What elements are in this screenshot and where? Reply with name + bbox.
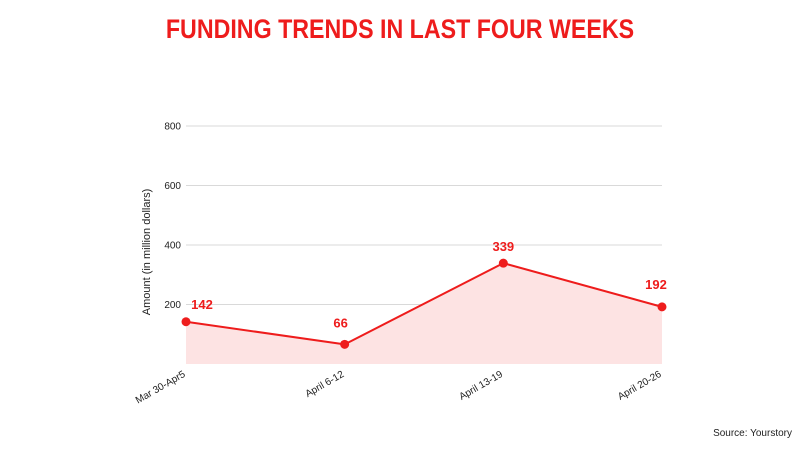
data-label: 339 <box>492 239 514 254</box>
data-labels: 142 66 339 192 <box>191 239 667 330</box>
x-tick-label: April 20-26 <box>616 369 664 403</box>
series-polyline <box>185 262 663 346</box>
y-tick-label: 200 <box>164 300 181 311</box>
gridlines <box>186 125 662 305</box>
data-point <box>657 302 667 312</box>
area-shape <box>186 263 662 364</box>
y-tick-label: 400 <box>164 241 181 252</box>
x-axis-ticks: Mar 30-Apr5 April 6-12 April 13-19 April 20… <box>134 369 664 407</box>
data-label: 192 <box>645 277 667 292</box>
data-label: 66 <box>333 315 347 330</box>
source-note: Source: Yourstory <box>713 428 792 439</box>
data-point <box>181 317 191 327</box>
y-tick-label: 800 <box>164 122 181 133</box>
area-fill <box>186 263 662 364</box>
x-tick-label: Mar 30-Apr5 <box>134 369 188 407</box>
x-tick-label: April 13-19 <box>457 369 505 403</box>
data-label: 142 <box>191 297 213 312</box>
y-axis-label: Amount (in million dollars) <box>141 189 153 316</box>
y-tick-label: 600 <box>164 181 181 192</box>
series-line <box>185 262 663 346</box>
y-axis-ticks: 200 400 600 800 <box>164 122 181 312</box>
chart-title: FUNDING TRENDS IN LAST FOUR WEEKS <box>165 14 635 44</box>
data-point <box>340 339 350 349</box>
data-points <box>181 258 667 349</box>
x-tick-label: April 6-12 <box>304 369 347 400</box>
data-point <box>498 258 508 268</box>
